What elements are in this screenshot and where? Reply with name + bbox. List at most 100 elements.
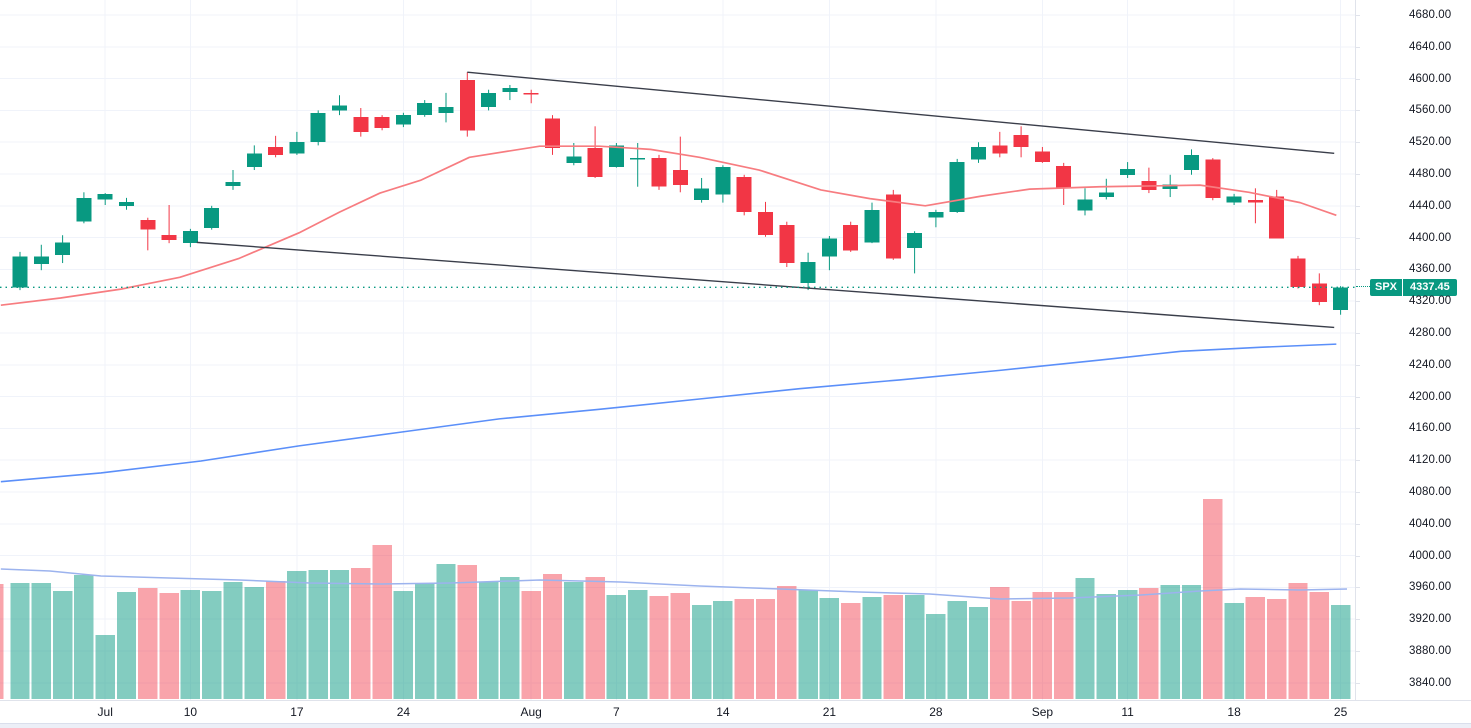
candle-body: [182, 231, 198, 244]
candle: [204, 205, 220, 230]
volume-bar: [691, 605, 712, 699]
price-axis-label: 4520.00: [1409, 136, 1452, 149]
upper-trendline[interactable]: [467, 71, 1335, 155]
price-axis-tick: [1356, 364, 1360, 366]
time-axis-label: Jul: [97, 705, 113, 719]
volume-bar: [95, 635, 115, 699]
time-axis-label: 21: [822, 705, 837, 719]
volume-bar: [968, 607, 989, 699]
price-axis-label: 4160.00: [1409, 422, 1452, 435]
candle-body: [417, 103, 433, 116]
volume-bar: [564, 582, 584, 699]
volume-bar: [52, 591, 73, 699]
candle-body: [907, 232, 923, 248]
volume-bar-clipped: [0, 584, 4, 699]
candle-body: [715, 166, 731, 195]
candle: [736, 174, 752, 216]
volume-ma-line: [0, 568, 1348, 600]
candle: [715, 165, 731, 203]
volume-bar: [947, 601, 967, 699]
volume-bar: [542, 574, 563, 699]
time-axis-label: 18: [1227, 705, 1241, 719]
candle: [694, 177, 710, 203]
candle: [864, 202, 880, 244]
candle: [630, 142, 646, 187]
candle-body: [779, 224, 795, 264]
volume-bar: [734, 599, 754, 699]
candle: [502, 84, 518, 101]
candle-body: [204, 208, 220, 229]
time-axis-label: 7: [613, 705, 620, 719]
volume-bar: [606, 595, 627, 699]
candle: [928, 209, 944, 228]
candle: [1290, 255, 1306, 289]
candle: [992, 131, 1008, 158]
volume-bar: [457, 565, 477, 699]
candle-body: [55, 242, 71, 256]
trendline-layer[interactable]: [196, 71, 1335, 329]
volume-bar: [649, 596, 669, 699]
lower-trendline[interactable]: [196, 241, 1335, 329]
candle-body: [1013, 135, 1029, 147]
candle-body: [885, 194, 901, 259]
volume-bar: [1054, 592, 1074, 699]
candle: [1056, 162, 1072, 206]
candle-body: [246, 153, 262, 167]
candle-body: [268, 146, 284, 155]
candle-body: [694, 188, 710, 201]
candle: [97, 193, 113, 206]
candle-body: [1034, 151, 1050, 163]
candle: [1141, 167, 1157, 194]
price-axis-label: 4680.00: [1409, 9, 1452, 21]
candle-body: [1098, 192, 1114, 198]
price-axis[interactable]: SPX 4337.45 4680.00 4640.00 4600.00 4560.00…: [1355, 0, 1471, 700]
candle-body: [438, 107, 454, 113]
bottom-strip: [0, 723, 1471, 728]
volume-bar: [926, 614, 946, 699]
candle-body: [161, 235, 177, 240]
price-axis-tick: [1356, 174, 1360, 175]
candle: [758, 201, 773, 237]
candle: [417, 100, 433, 117]
candle-body: [1226, 196, 1242, 203]
candle: [438, 92, 454, 123]
candle: [949, 158, 965, 213]
volume-bar: [202, 591, 222, 699]
ma-slow-line[interactable]: [0, 343, 1337, 483]
candle-body: [800, 262, 816, 283]
volume-bar: [883, 595, 903, 699]
time-axis-label: Aug: [520, 705, 542, 719]
volume-bar: [329, 570, 350, 699]
candle: [651, 154, 667, 190]
chart-canvas[interactable]: [0, 0, 1355, 700]
volume-bar: [10, 583, 30, 699]
candle: [268, 135, 284, 158]
price-axis-label: 4320.00: [1409, 295, 1452, 308]
time-axis[interactable]: Jul 10 17 24 Aug 7 14 21 28 Sep 11 18 25: [0, 700, 1471, 724]
candle: [779, 221, 795, 268]
candle: [182, 228, 198, 248]
volume-bar: [265, 581, 286, 699]
price-axis-tick: [1356, 205, 1360, 207]
volume-bar: [521, 591, 541, 699]
candle: [672, 136, 688, 193]
time-axis-label: 25: [1333, 705, 1348, 719]
candle: [310, 110, 326, 146]
candle-body: [1247, 200, 1263, 203]
candle-body: [225, 181, 241, 186]
candle: [55, 235, 71, 264]
candle: [523, 89, 539, 104]
candle: [800, 252, 816, 291]
price-axis-label: 4400.00: [1409, 231, 1452, 244]
candle: [289, 131, 305, 155]
candle: [76, 192, 92, 224]
price-axis-label: 4600.00: [1409, 72, 1452, 85]
candle-body: [481, 92, 497, 108]
ma-fast-line[interactable]: [0, 145, 1337, 307]
candle-body: [12, 256, 28, 288]
candle-body: [33, 256, 49, 264]
candle: [907, 231, 923, 274]
price-axis-label: 3920.00: [1409, 613, 1452, 626]
candle-body: [289, 142, 305, 154]
price-axis-label: 3840.00: [1409, 676, 1452, 689]
